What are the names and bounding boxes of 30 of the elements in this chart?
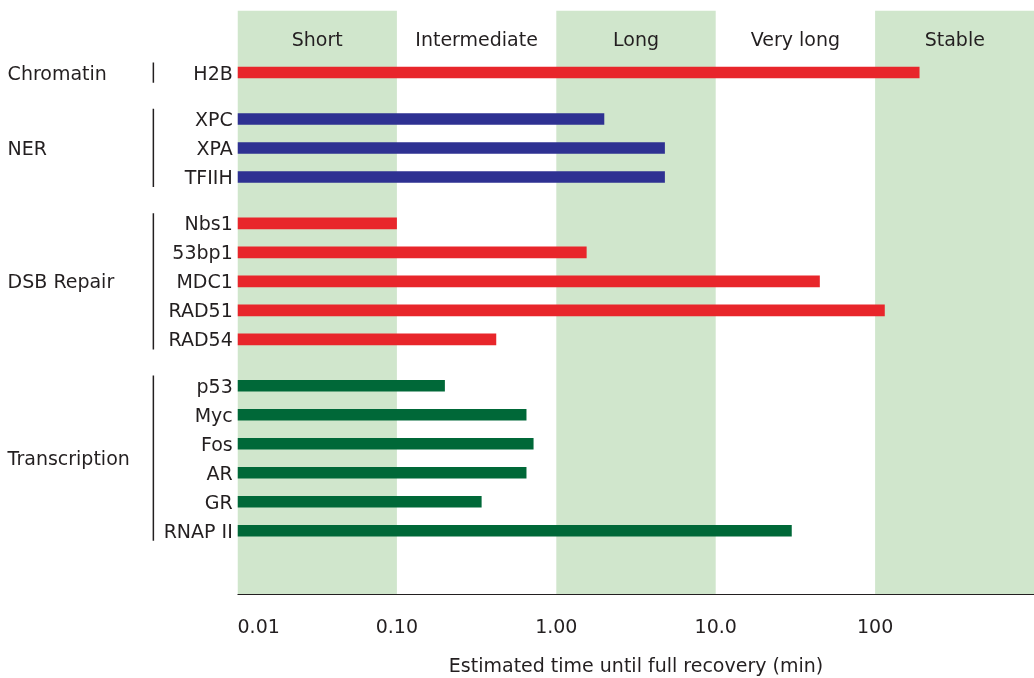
- x-tick-label: 0.10: [375, 614, 419, 637]
- y-tick-label: RAD51: [168, 299, 233, 322]
- x-axis-title: Estimated time until full recovery (min): [448, 653, 824, 676]
- y-tick-label: XPC: [195, 107, 233, 130]
- text: Intermediate: [415, 28, 538, 51]
- band-label: Stable: [924, 28, 985, 51]
- x-tick-label: 10.0: [694, 614, 737, 637]
- band-label: Long: [613, 28, 659, 51]
- x-tick-label: 100: [856, 614, 894, 637]
- y-tick-label: RAD54: [168, 328, 233, 351]
- x-tick-label: 0.01: [237, 614, 280, 637]
- y-tick-label: MDC1: [176, 270, 233, 293]
- text: Chromatin: [7, 61, 107, 84]
- y-tick-label: AR: [206, 461, 233, 484]
- y-tick-label: XPA: [196, 136, 233, 159]
- y-tick-label: Myc: [194, 403, 233, 426]
- text: Transcription: [6, 447, 130, 470]
- band-label: Short: [291, 28, 343, 51]
- text: Very long: [750, 28, 841, 51]
- text: DSB Repair: [7, 270, 115, 293]
- x-tick-label: 1.00: [535, 614, 578, 637]
- y-tick-label: Fos: [200, 432, 233, 455]
- y-tick-label: p53: [196, 374, 233, 397]
- y-tick-label: RNAP II: [163, 519, 233, 542]
- y-tick-label: TFIIH: [183, 165, 233, 188]
- y-tick-label: H2B: [193, 61, 233, 84]
- y-tick-label: 53bp1: [172, 241, 233, 264]
- y-tick-label: Nbs1: [184, 212, 233, 235]
- text: NER: [7, 136, 48, 159]
- y-tick-label: GR: [204, 490, 233, 513]
